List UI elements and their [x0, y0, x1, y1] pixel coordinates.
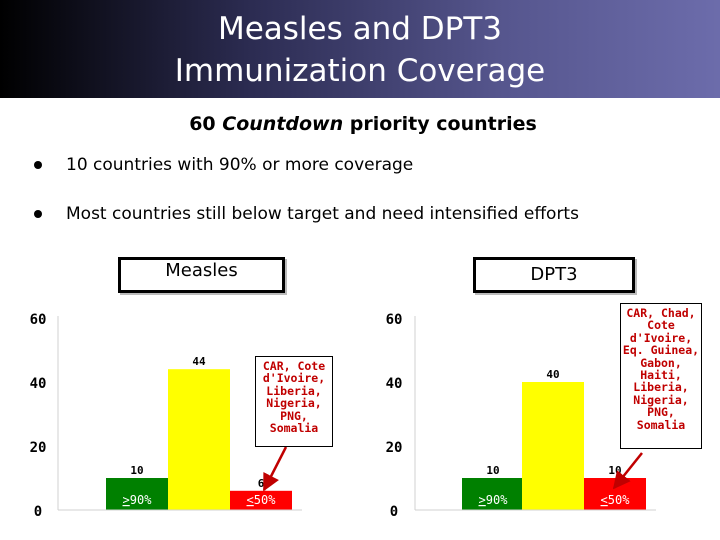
bullet-text-2: Most countries still below target and ne… [66, 204, 579, 224]
bullet-dot-2 [34, 210, 42, 218]
bullet-text-1: 10 countries with 90% or more coverage [66, 155, 414, 175]
subtitle: 60 Countdown priority countries [0, 113, 720, 135]
measles-callout-line: Somalia [269, 421, 319, 436]
measles-category-symbol: > [123, 493, 130, 507]
dpt3-callout-arrow [612, 452, 643, 490]
dpt3-callout-line: d'Ivoire, [629, 330, 693, 345]
dpt3-category-text: 50% [608, 493, 630, 507]
measles-bar [168, 369, 230, 510]
dpt3-callout-line: Somalia [636, 417, 686, 432]
subtitle-italic: Countdown [222, 113, 344, 135]
dpt3-callout-line: Haiti, [640, 368, 682, 383]
measles-bar [230, 490, 292, 510]
title-line-1: Measles and DPT3 [217, 11, 503, 47]
dpt3-callout-line: Gabon, [640, 355, 682, 370]
measles-callout-line: d'Ivoire, [262, 371, 326, 386]
measles-y-tick-label: 20 [30, 440, 47, 456]
dpt3-y-tick-label: 0 [390, 504, 398, 520]
dpt3-category-label: >90% [479, 493, 509, 507]
measles-callout-line: CAR, Cote [262, 359, 326, 373]
measles-callout-line: Nigeria, [266, 396, 322, 411]
measles-chart-title: Measles [165, 260, 238, 281]
dpt3-callout-line: PNG, [647, 405, 675, 420]
dpt3-data-label: 10 [608, 464, 621, 477]
measles-callout-line: PNG, [280, 408, 308, 423]
bullet-dot-1 [34, 161, 42, 169]
dpt3-data-label: 10 [486, 464, 499, 477]
subtitle-prefix: 60 [189, 113, 223, 135]
title-banner: Measles and DPT3 Immunization Coverage [0, 0, 720, 98]
dpt3-bar [462, 478, 524, 510]
dpt3-bar [522, 382, 584, 510]
dpt3-chart-title: DPT3 [530, 264, 578, 285]
measles-y-tick-label: 0 [34, 504, 42, 520]
dpt3-category-symbol: < [601, 493, 608, 507]
measles-callout-arrow [262, 446, 288, 492]
dpt3-category-text: 90% [486, 493, 508, 507]
measles-category-label: >90% [123, 493, 153, 507]
measles-data-label: 6 [258, 477, 265, 490]
title-line-2: Immunization Coverage [174, 53, 546, 89]
measles-data-label: 44 [192, 355, 206, 368]
measles-category-label: <50% [247, 493, 277, 507]
dpt3-y-tick-label: 20 [386, 440, 403, 456]
dpt3-callout-line: Nigeria, [633, 392, 689, 407]
dpt3-data-label: 40 [546, 368, 559, 381]
measles-y-tick-label: 40 [30, 376, 47, 392]
dpt3-callout-line: Eq. Guinea, [622, 343, 700, 358]
measles-label-box: Measles [118, 257, 285, 293]
measles-callout-line: Liberia, [266, 383, 322, 398]
measles-bar [106, 478, 168, 510]
dpt3-callout-line: Cote [647, 318, 675, 333]
dpt3-y-tick-label: 40 [386, 376, 403, 392]
subtitle-suffix: priority countries [343, 113, 537, 135]
measles-category-symbol: < [247, 493, 254, 507]
measles-y-tick-label: 60 [30, 312, 47, 328]
dpt3-label-box: DPT3 [473, 257, 635, 293]
dpt3-callout-line: Liberia, [633, 380, 689, 395]
measles-data-label: 10 [130, 464, 143, 477]
dpt3-callout-box: CAR, Chad, Cote d'Ivoire, Eq. Guinea, Ga… [620, 303, 702, 449]
dpt3-y-tick-label: 60 [386, 312, 403, 328]
slide-title: Measles and DPT3 Immunization Coverage [0, 8, 720, 92]
dpt3-callout-line: CAR, Chad, [626, 306, 696, 320]
dpt3-category-symbol: > [479, 493, 486, 507]
measles-category-text: 90% [130, 493, 152, 507]
measles-category-text: 50% [254, 493, 276, 507]
dpt3-category-label: <50% [601, 493, 631, 507]
measles-callout-box: CAR, Cote d'Ivoire, Liberia, Nigeria, PN… [255, 356, 333, 447]
